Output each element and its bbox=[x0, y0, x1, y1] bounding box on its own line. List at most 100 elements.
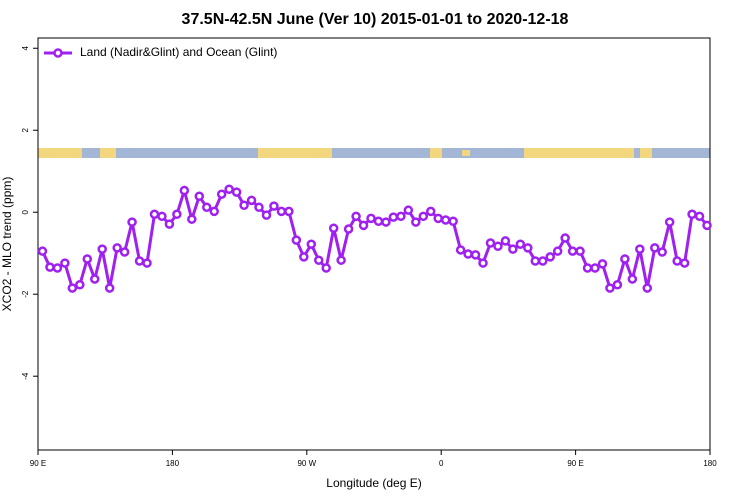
data-point bbox=[194, 191, 205, 201]
data-point bbox=[67, 283, 78, 293]
data-point bbox=[381, 217, 391, 227]
data-point bbox=[75, 280, 85, 290]
data-point bbox=[508, 244, 518, 254]
y-tick-label: 0 bbox=[21, 209, 30, 214]
land-segment bbox=[524, 148, 634, 158]
land-segment bbox=[38, 148, 82, 158]
data-point bbox=[97, 244, 107, 254]
data-point bbox=[687, 209, 697, 220]
data-point bbox=[179, 185, 190, 196]
data-point bbox=[627, 274, 638, 284]
data-point bbox=[328, 223, 339, 233]
data-point bbox=[649, 243, 660, 253]
data-point bbox=[216, 189, 227, 199]
data-point bbox=[89, 274, 100, 284]
land-segment bbox=[430, 148, 442, 158]
data-point bbox=[418, 211, 429, 222]
data-point bbox=[657, 247, 667, 257]
data-point bbox=[37, 246, 48, 256]
series-line bbox=[41, 185, 709, 291]
data-point bbox=[411, 217, 421, 227]
data-point bbox=[597, 259, 608, 269]
x-tick-label: 90 W bbox=[297, 459, 316, 468]
data-point bbox=[157, 211, 167, 222]
data-point bbox=[485, 238, 496, 248]
data-point bbox=[500, 236, 511, 246]
data-point bbox=[306, 239, 317, 249]
data-point bbox=[388, 212, 399, 222]
data-point bbox=[60, 258, 70, 268]
data-point bbox=[254, 202, 264, 213]
data-point bbox=[515, 239, 526, 249]
x-tick-label: 90 E bbox=[30, 459, 46, 468]
data-point bbox=[127, 217, 137, 227]
data-point bbox=[112, 243, 122, 253]
data-point bbox=[358, 220, 369, 231]
data-point bbox=[605, 283, 615, 293]
data-point bbox=[269, 201, 279, 211]
data-point bbox=[187, 214, 197, 224]
data-point bbox=[291, 235, 302, 245]
data-point bbox=[567, 246, 578, 256]
data-point bbox=[343, 224, 354, 234]
data-point bbox=[530, 256, 541, 266]
land-segment bbox=[100, 148, 116, 158]
data-point bbox=[664, 217, 675, 227]
data-point bbox=[403, 205, 414, 215]
data-point bbox=[246, 195, 257, 206]
data-point bbox=[336, 255, 346, 265]
chart-title: 37.5N-42.5N June (Ver 10) 2015-01-01 to … bbox=[182, 11, 569, 28]
data-point bbox=[470, 250, 481, 260]
data-point bbox=[119, 247, 130, 257]
data-point bbox=[635, 244, 645, 254]
data-point bbox=[164, 219, 175, 229]
data-point bbox=[612, 280, 623, 290]
data-point bbox=[523, 243, 533, 253]
data-point bbox=[149, 209, 160, 220]
data-point bbox=[620, 254, 630, 264]
data-point bbox=[82, 254, 93, 264]
land-ocean-strip bbox=[38, 148, 710, 158]
legend-marker bbox=[53, 48, 63, 58]
data-point bbox=[545, 252, 555, 262]
data-point bbox=[261, 210, 272, 220]
data-point bbox=[313, 255, 324, 265]
land-segment bbox=[640, 148, 652, 158]
data-point bbox=[582, 263, 593, 273]
legend-label: Land (Nadir&Glint) and Ocean (Glint) bbox=[80, 45, 277, 59]
data-point bbox=[201, 202, 212, 213]
x-tick-label: 180 bbox=[166, 459, 180, 468]
ocean-strip bbox=[38, 148, 710, 158]
y-tick-label: -2 bbox=[21, 290, 30, 298]
data-point bbox=[134, 256, 145, 266]
y-tick-label: 4 bbox=[21, 45, 30, 50]
x-tick-label: 180 bbox=[703, 459, 717, 468]
data-point bbox=[694, 211, 705, 222]
data-point bbox=[590, 263, 600, 273]
data-point bbox=[172, 209, 182, 220]
data-point bbox=[142, 258, 152, 268]
data-point bbox=[366, 213, 376, 224]
y-tick-label: 2 bbox=[21, 127, 30, 132]
data-point bbox=[231, 187, 242, 197]
data-point bbox=[351, 211, 361, 222]
land-segment bbox=[258, 148, 332, 158]
data-point bbox=[284, 206, 294, 217]
data-point bbox=[537, 256, 548, 266]
data-point bbox=[52, 263, 63, 273]
data-point bbox=[560, 233, 570, 243]
data-point bbox=[104, 283, 115, 293]
data-point bbox=[672, 256, 682, 266]
data-point bbox=[702, 220, 712, 231]
data-point bbox=[493, 241, 503, 252]
y-axis-label: XCO2 - MLO trend (ppm) bbox=[0, 177, 14, 312]
data-point bbox=[276, 206, 287, 217]
x-axis-label: Longitude (deg E) bbox=[326, 476, 421, 490]
data-point bbox=[396, 211, 406, 222]
data-point bbox=[321, 263, 331, 273]
data-point bbox=[575, 246, 585, 256]
data-point bbox=[433, 213, 443, 224]
x-tick-label: 0 bbox=[439, 459, 444, 468]
